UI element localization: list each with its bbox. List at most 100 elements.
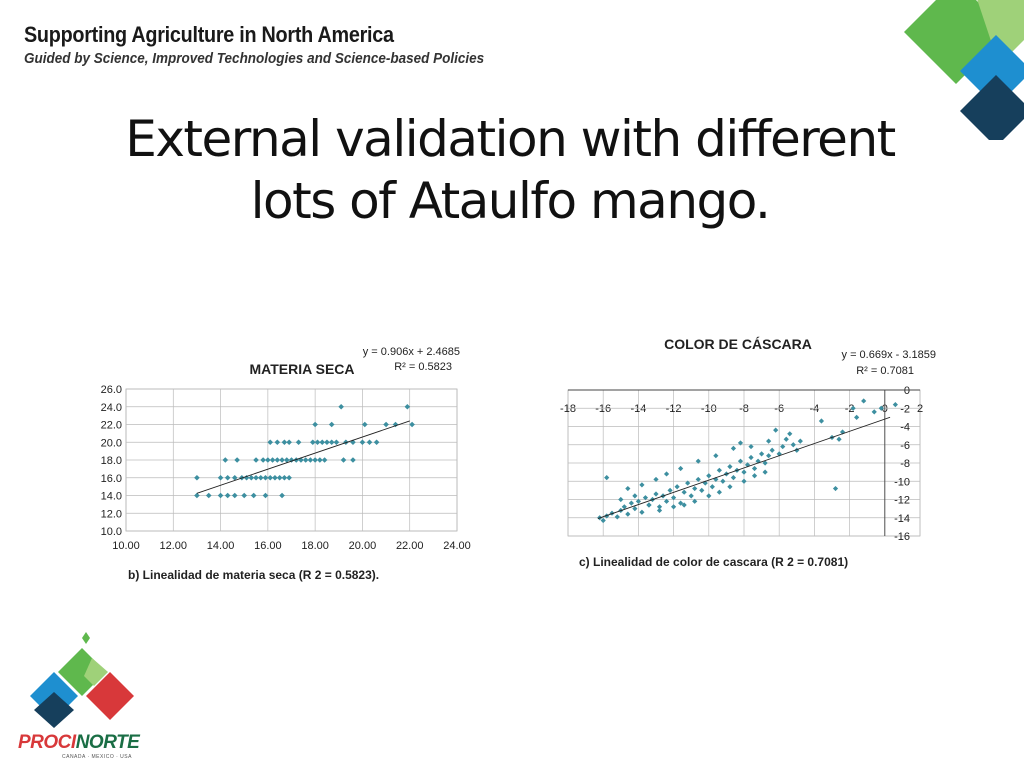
chart-equation: y = 0.669x - 3.1859: [842, 349, 936, 361]
data-point: [274, 439, 281, 446]
data-point: [741, 469, 747, 475]
data-point: [861, 398, 867, 404]
data-point: [283, 457, 290, 463]
data-point: [279, 492, 285, 499]
x-tick-label: -10: [701, 403, 717, 415]
x-tick-label: -8: [739, 403, 749, 415]
data-point: [328, 439, 335, 446]
data-point: [350, 457, 356, 463]
data-point: [224, 474, 231, 481]
data-point: [262, 474, 269, 481]
chart-equation: y = 0.906x + 2.4685: [363, 346, 460, 358]
slide-title-line-2: lots of Ataulfo mango.: [250, 172, 771, 230]
data-point: [262, 492, 269, 499]
data-point: [832, 485, 839, 492]
data-point: [632, 506, 638, 512]
y-tick-label: -8: [900, 458, 910, 470]
data-point: [272, 474, 278, 481]
x-tick-label: -4: [810, 403, 820, 415]
slide-title: External validation with different lots …: [60, 108, 960, 232]
data-point: [361, 421, 368, 428]
y-tick-label: -16: [894, 531, 910, 543]
data-point: [295, 439, 302, 446]
data-point: [667, 487, 673, 493]
data-point: [350, 439, 356, 446]
data-point: [720, 478, 726, 484]
data-point: [307, 457, 314, 463]
slide-title-line-1: External validation with different: [125, 110, 896, 168]
data-point: [373, 439, 380, 446]
data-point: [762, 469, 768, 475]
data-point: [695, 458, 701, 464]
data-point: [854, 414, 860, 420]
data-point: [685, 480, 691, 486]
trendline: [597, 416, 891, 520]
data-point: [205, 492, 212, 499]
data-point: [663, 498, 670, 504]
data-point: [257, 474, 264, 481]
corner-diamond-decoration: [904, 0, 1024, 140]
logo-name-part-1: PROCI: [18, 732, 76, 753]
x-tick-label: 22.00: [396, 540, 424, 552]
trendline: [196, 420, 410, 494]
data-point: [404, 403, 411, 410]
data-point: [762, 460, 768, 466]
data-point: [328, 421, 335, 428]
data-point: [267, 439, 274, 446]
data-point: [217, 492, 224, 499]
data-point: [321, 457, 328, 463]
data-point: [217, 474, 224, 481]
data-point: [836, 436, 842, 442]
data-point: [265, 457, 271, 463]
data-point: [383, 421, 389, 428]
data-point: [333, 439, 340, 446]
y-tick-label: 20.0: [101, 437, 122, 449]
data-point: [324, 439, 330, 446]
x-tick-label: -6: [774, 403, 784, 415]
y-tick-label: 0: [904, 385, 910, 397]
y-tick-label: -14: [894, 513, 910, 525]
data-point: [281, 474, 288, 481]
data-point: [409, 421, 415, 428]
data-point: [653, 476, 659, 483]
data-point: [317, 457, 323, 463]
x-tick-label: 12.00: [160, 540, 188, 552]
data-point: [267, 474, 274, 481]
data-point: [279, 457, 285, 463]
data-point: [312, 421, 318, 428]
data-point: [302, 457, 309, 463]
y-tick-label: -6: [900, 440, 910, 452]
data-point: [839, 429, 846, 435]
y-tick-label: 22.0: [101, 420, 122, 432]
chart-color-cascara: COLOR DE CÁSCARA y = 0.669x - 3.1859 R² = …: [560, 336, 936, 569]
data-point: [600, 517, 606, 524]
y-tick-label: 14.0: [101, 491, 122, 503]
data-point: [850, 405, 856, 411]
x-tick-label: -14: [630, 403, 646, 415]
header-title: Supporting Agriculture in North America: [24, 22, 394, 47]
data-point: [253, 457, 259, 463]
y-tick-label: 16.0: [101, 473, 122, 485]
y-tick-label: -10: [894, 476, 910, 488]
chart-title: COLOR DE CÁSCARA: [664, 336, 812, 352]
y-tick-label: 12.0: [101, 508, 122, 520]
data-point: [260, 457, 266, 463]
x-tick-label: 14.00: [207, 540, 235, 552]
x-tick-label: 2: [917, 403, 923, 415]
data-point: [274, 457, 281, 463]
data-point: [366, 439, 373, 446]
data-point: [224, 492, 231, 499]
data-point: [359, 439, 366, 446]
x-tick-label: -12: [666, 403, 682, 415]
data-point: [699, 487, 705, 493]
y-tick-label: -2: [900, 403, 910, 415]
data-point: [248, 474, 255, 481]
data-point: [286, 474, 292, 481]
y-tick-label: -12: [894, 495, 910, 507]
data-point: [231, 474, 238, 481]
y-tick-label: -4: [900, 422, 910, 434]
procinorte-logo-text: PROCINORTE: [18, 732, 140, 754]
data-point: [241, 492, 248, 499]
data-point: [319, 439, 326, 446]
data-point: [312, 457, 318, 463]
